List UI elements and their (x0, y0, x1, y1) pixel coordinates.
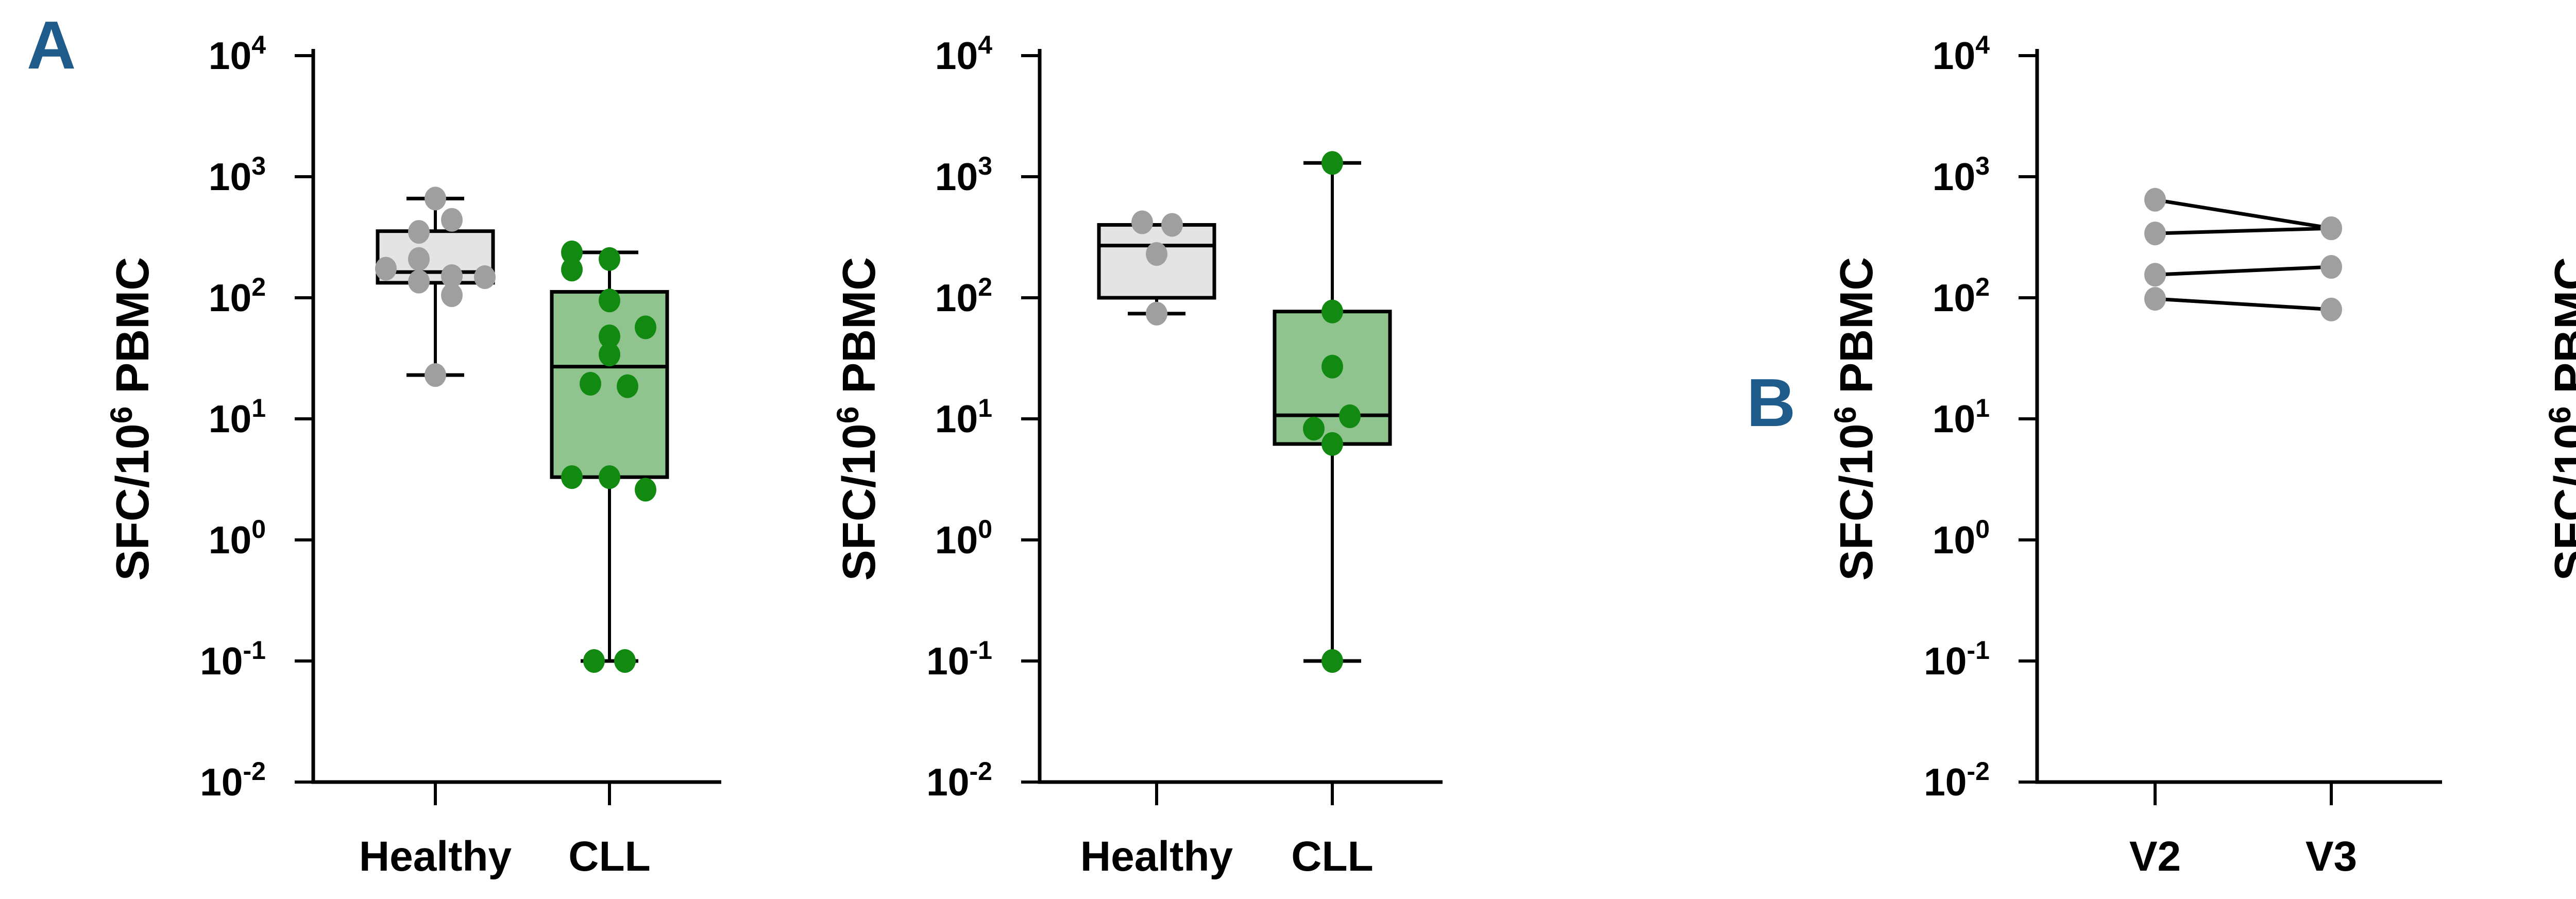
box (1097, 223, 1216, 300)
data-point (1339, 404, 1361, 429)
data-point (561, 240, 583, 264)
y-tick-label: 104 (209, 30, 266, 77)
y-tick-label: 100 (935, 515, 992, 562)
x-category-label: V2 (2129, 833, 2181, 880)
pair-line (2155, 226, 2332, 235)
y-tick-label: 100 (1933, 515, 1990, 562)
y-tick-label: 104 (935, 30, 992, 77)
pair-line (2155, 297, 2332, 312)
data-point (1321, 354, 1343, 379)
data-point (2144, 287, 2166, 311)
data-point (2144, 222, 2166, 246)
y-tick-label: 103 (209, 151, 266, 198)
data-point (2144, 263, 2166, 287)
y-tick-label: 101 (209, 394, 266, 440)
y-tick-label: 101 (1933, 394, 1990, 440)
y-tick-label: 100 (209, 515, 266, 562)
x-category-label: CLL (1291, 833, 1373, 880)
y-tick-label: 103 (1933, 151, 1990, 198)
data-point (408, 220, 430, 244)
y-tick-label: 104 (1933, 30, 1990, 77)
y-tick-label: 10-2 (1924, 757, 1990, 804)
y-tick-label: 102 (935, 273, 992, 319)
data-point (2320, 216, 2342, 241)
data-point (599, 465, 620, 489)
data-point (1303, 417, 1325, 441)
data-point (375, 257, 397, 281)
y-tick-label: 10-1 (200, 636, 266, 683)
plot-1-box: 104 103 102 101 100 10-1 10-2 Healthy CLL SFC/106… (104, 30, 721, 880)
box (376, 229, 495, 285)
data-point (599, 289, 620, 313)
data-point (2320, 255, 2342, 279)
data-point (2144, 188, 2166, 212)
y-tick-label: 10-2 (200, 757, 266, 804)
y-axis-title: SFC/106 PBMC (831, 257, 885, 581)
data-point (425, 363, 446, 387)
y-tick-label: 101 (935, 394, 992, 440)
data-point (1321, 432, 1343, 456)
plot-2-box: 104 103 102 101 100 10-1 10-2 Healthy CLL SFC/106… (831, 30, 1443, 880)
data-point (599, 247, 620, 271)
data-point (635, 315, 656, 340)
x-category-label: Healthy (1080, 833, 1233, 880)
x-category-label: V3 (2306, 833, 2357, 880)
y-tick-label: 102 (209, 273, 266, 319)
data-point (561, 258, 583, 282)
data-point (1321, 299, 1343, 324)
data-point (614, 649, 636, 673)
panel-label-a: A (27, 7, 76, 83)
y-tick-label: 10-1 (926, 636, 992, 683)
data-point (408, 269, 430, 294)
data-point (1131, 210, 1153, 234)
x-category-label: Healthy (359, 833, 512, 880)
data-point (583, 649, 605, 673)
data-point (1321, 649, 1343, 673)
y-axis-title: SFC/106 PBMC (2543, 257, 2576, 581)
data-point (580, 371, 601, 396)
data-point (408, 247, 430, 271)
y-axis-title: SFC/106 PBMC (1828, 257, 1883, 581)
pair-line (2155, 198, 2332, 230)
panel-label-b: B (1747, 365, 1796, 440)
data-point (561, 465, 583, 489)
plot-3-paired-scatter: 104 103 102 101 100 10-1 10-2 V2 V3 SFC/106 PBMC (1828, 30, 2442, 880)
data-point (441, 283, 463, 308)
data-point (599, 324, 620, 348)
data-point (441, 208, 463, 232)
data-point (1161, 213, 1183, 237)
data-point (2320, 297, 2342, 321)
y-axis-title: SFC/106 PBMC (104, 257, 159, 581)
y-tick-label: 103 (935, 151, 992, 198)
x-category-label: CLL (568, 833, 650, 880)
data-point (1321, 151, 1343, 175)
data-point (1146, 301, 1167, 326)
data-point (599, 343, 620, 367)
data-point (425, 186, 446, 211)
y-tick-label: 10-1 (1924, 636, 1990, 683)
data-point (441, 264, 463, 288)
y-tick-label: 10-2 (926, 757, 992, 804)
data-point (617, 374, 638, 398)
data-point (635, 478, 656, 502)
data-point (474, 265, 496, 289)
data-point (1146, 242, 1167, 266)
y-tick-label: 102 (1933, 273, 1990, 319)
pair-line (2155, 265, 2332, 277)
